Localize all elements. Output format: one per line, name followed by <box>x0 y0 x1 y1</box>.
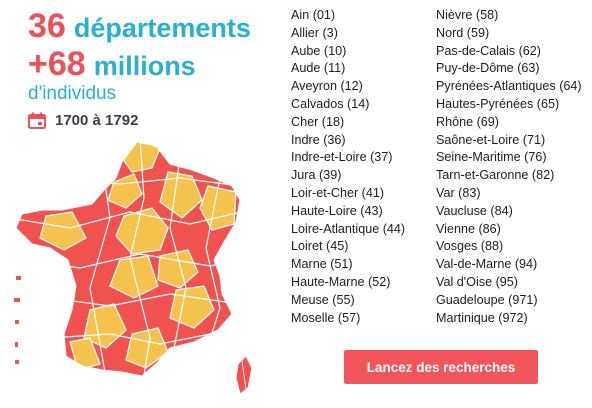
department-item: Martinique (972) <box>436 310 528 325</box>
department-item: Ain (01) <box>291 8 336 22</box>
department-item: Val d'Oise (95) <box>436 274 518 289</box>
department-item: Cher (18) <box>291 114 345 129</box>
department-item: Indre (36) <box>291 132 346 147</box>
department-item: Guadeloupe (971) <box>436 292 538 307</box>
departments-label: départements <box>73 13 251 43</box>
department-item: Loire-Atlantique (44) <box>291 221 406 236</box>
start-search-button[interactable]: Lancez des recherches <box>344 350 538 384</box>
department-item: Pas-de-Calais (62) <box>436 43 541 58</box>
department-item: Rhône (69) <box>436 114 500 129</box>
department-item: Vienne (86) <box>436 221 501 236</box>
department-item: Tarn-et-Garonne (82) <box>436 168 555 183</box>
department-item: Loiret (45) <box>291 239 349 254</box>
department-item: Val-de-Marne (94) <box>436 257 538 272</box>
department-item: Moselle (57) <box>291 310 361 325</box>
period-row: 1700 à 1792 <box>28 112 138 129</box>
department-item: Loir-et-Cher (41) <box>291 185 385 200</box>
department-item: Calvados (14) <box>291 96 370 111</box>
department-item: Allier (3) <box>291 25 338 40</box>
department-item: Nord (59) <box>436 25 490 40</box>
calendar-icon <box>28 112 46 129</box>
department-item: Indre-et-Loire (37) <box>291 150 393 165</box>
departments-count: 36 <box>28 7 66 45</box>
departments-list-right: Nièvre (58) Nord (59) Pas-de-Calais (62)… <box>436 7 582 327</box>
department-item: Marne (51) <box>291 257 353 272</box>
department-item: Haute-Marne (52) <box>291 274 391 289</box>
department-item: Aude (11) <box>291 61 346 76</box>
department-item: Meuse (55) <box>291 292 355 307</box>
departments-stat: 36 départements <box>28 9 251 43</box>
department-item: Pyrénées-Atlantiques (64) <box>436 79 582 94</box>
department-item: Seine-Maritime (76) <box>436 150 547 165</box>
department-item: Hautes-Pyrénées (65) <box>436 96 560 111</box>
individuals-label: d'individus <box>28 83 117 104</box>
department-item: Aube (10) <box>291 43 347 58</box>
department-item: Aveyron (12) <box>291 79 363 94</box>
department-item: Vaucluse (84) <box>436 203 513 218</box>
department-item: Haute-Loire (43) <box>291 203 383 218</box>
individuals-count: +68 <box>28 45 86 83</box>
individuals-unit: millions <box>93 51 196 81</box>
department-item: Var (83) <box>436 185 481 200</box>
period-label: 1700 à 1792 <box>55 112 139 129</box>
department-item: Vosges (88) <box>436 239 504 254</box>
individuals-stat: +68 millions <box>28 47 196 81</box>
department-item: Saône-et-Loire (71) <box>436 132 546 147</box>
department-item: Puy-de-Dôme (63) <box>436 61 540 76</box>
departments-list-left: Ain (01) Allier (3) Aube (10) Aude (11) … <box>291 7 405 327</box>
france-departments-map <box>14 141 253 395</box>
department-item: Nièvre (58) <box>436 8 499 22</box>
department-item: Jura (39) <box>291 168 342 183</box>
